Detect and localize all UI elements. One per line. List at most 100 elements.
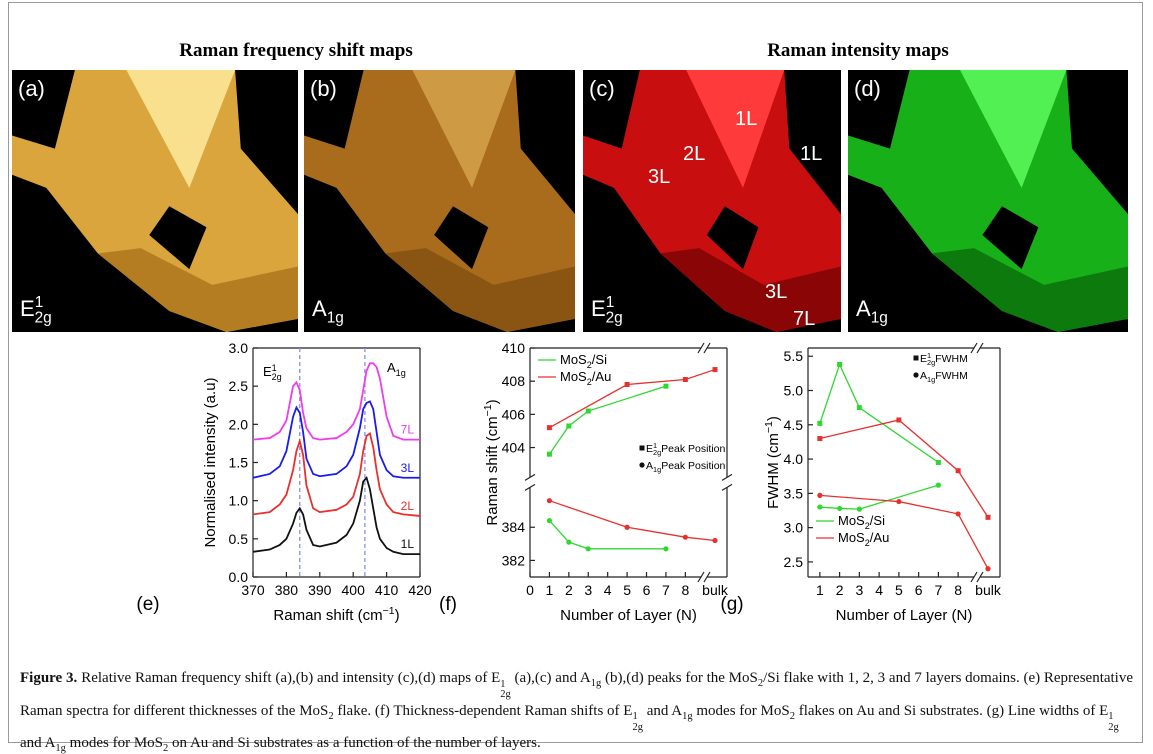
- data-point: [817, 436, 823, 442]
- x-tick-label: bulk: [975, 582, 1002, 598]
- data-point: [712, 537, 718, 544]
- data-line: [819, 484, 939, 510]
- map-region: [660, 248, 841, 332]
- superscript: −1: [482, 404, 494, 416]
- layer-label: 3L: [765, 281, 787, 303]
- x-tick-label: 0: [526, 582, 534, 598]
- text-part: (a),(c) and A: [510, 670, 591, 686]
- mode-label: E1 2g: [591, 294, 623, 326]
- y-tick-label: 1.5: [229, 455, 249, 471]
- spectrum-line: [252, 400, 420, 479]
- text-part: Raman shift (cm: [484, 416, 501, 525]
- text-part: E: [591, 296, 606, 321]
- y-tick-label: 4.5: [784, 417, 804, 433]
- script-stack: 1 2g: [1108, 712, 1119, 733]
- layer-label: 1L: [735, 108, 757, 130]
- x-tick-label: 7: [662, 582, 670, 598]
- data-point: [856, 405, 862, 411]
- x-axis-label: Number of Layer (N): [560, 607, 697, 624]
- spectrum-line: [252, 432, 421, 517]
- text-part: /Si: [592, 352, 607, 367]
- data-point: [682, 534, 688, 540]
- script-stack: 1 2g: [500, 679, 511, 701]
- x-tick-label: 4: [604, 582, 612, 598]
- spectrum-line: [252, 362, 420, 441]
- peak-label: E1 2g: [263, 363, 282, 382]
- y-axis-label: Normalised intensity (a.u): [202, 377, 219, 547]
- script-stack: 1 2g: [632, 712, 643, 733]
- text-part: FWHM: [935, 353, 968, 365]
- y-axis-label: FWHM (cm−1): [763, 416, 782, 509]
- data-point: [624, 382, 630, 387]
- caption-text: Relative Raman frequency shift (a),(b) a…: [20, 670, 1134, 754]
- y-tick-label: 5.0: [784, 383, 804, 399]
- subscript: 1g: [871, 310, 888, 327]
- x-tick-label: 420: [408, 582, 432, 598]
- peak-label: A1g: [387, 360, 406, 378]
- subscript: 2g: [1108, 721, 1119, 733]
- x-tick-label: 5: [895, 582, 903, 598]
- text-part: FWHM (cm: [765, 433, 782, 509]
- text-part: flakes on Au and Si substrates. (g) Line…: [794, 702, 1109, 719]
- x-tick-label: 8: [954, 582, 962, 598]
- subscript: 1g: [927, 375, 935, 384]
- map-hole: [149, 206, 207, 270]
- y-tick-label: 5.5: [784, 348, 804, 364]
- panel-label: (c): [589, 76, 615, 101]
- subscript: 2: [587, 360, 592, 370]
- superscript: 1: [272, 363, 277, 373]
- subscript: 1g: [682, 710, 693, 722]
- text-part: /Si flake with 1, 2, 3 and 7 layers doma…: [20, 670, 1134, 719]
- subscript: 1g: [653, 465, 661, 474]
- mode-label: A1g: [856, 296, 888, 327]
- x-tick-label: 7: [934, 582, 942, 598]
- caption-label: Figure 3.: [20, 670, 78, 686]
- data-point: [837, 361, 843, 367]
- text-part: E: [920, 353, 927, 365]
- data-point: [546, 498, 553, 504]
- data-point: [955, 468, 961, 474]
- superscript: −1: [763, 421, 775, 433]
- legend-marker: [639, 445, 645, 451]
- subscript: 2g: [606, 310, 623, 327]
- legend-marker: [913, 372, 919, 378]
- data-point: [955, 511, 961, 517]
- x-tick-label: 1: [546, 582, 554, 598]
- subscript: 2: [757, 678, 764, 689]
- subscript: 2g: [500, 689, 511, 701]
- text-part: modes for MoS: [65, 735, 164, 752]
- text-part: A: [646, 460, 653, 472]
- superscript: 1: [1108, 711, 1114, 723]
- legend-label: MoS2/Si: [560, 352, 607, 370]
- text-part: and A: [642, 702, 683, 719]
- data-point: [566, 423, 572, 429]
- superscript: 1: [653, 441, 657, 450]
- axis-break: [976, 342, 984, 354]
- text-part: MoS: [560, 369, 587, 384]
- y-tick-label: 384: [502, 519, 526, 535]
- subscript: 2: [865, 538, 870, 548]
- chart: 0.0 0.5 1.0 1.5 2.0 2.5 3.0 370 380 390 400 410 420 R…: [136, 340, 432, 624]
- y-tick-label: 3.5: [784, 485, 804, 501]
- chart: 2.53.03.54.04.55.05.51 2 3 4 5 6 7 8 bulkNumber …: [720, 342, 1002, 624]
- text-part: /Au: [592, 369, 612, 384]
- axis-break: [524, 483, 536, 491]
- y-tick-label: 0.0: [229, 569, 249, 585]
- data-point: [624, 524, 630, 530]
- layer-label: 2L: [683, 143, 705, 165]
- data-line: [548, 385, 667, 455]
- y-tick-label: 404: [502, 440, 526, 456]
- x-tick-label: 400: [342, 582, 366, 598]
- legend-label: E1 2gPeak Position: [646, 441, 726, 457]
- y-tick-label: 408: [502, 373, 526, 389]
- data-point: [546, 451, 552, 457]
- text-part: ): [484, 399, 501, 404]
- map-hole: [706, 206, 759, 270]
- axis-break: [697, 342, 705, 354]
- x-tick-label: 1: [816, 582, 824, 598]
- axis-break: [703, 571, 711, 583]
- panel-label: (e): [136, 594, 159, 615]
- panel-label: (a): [18, 76, 45, 101]
- map-hole: [982, 206, 1039, 270]
